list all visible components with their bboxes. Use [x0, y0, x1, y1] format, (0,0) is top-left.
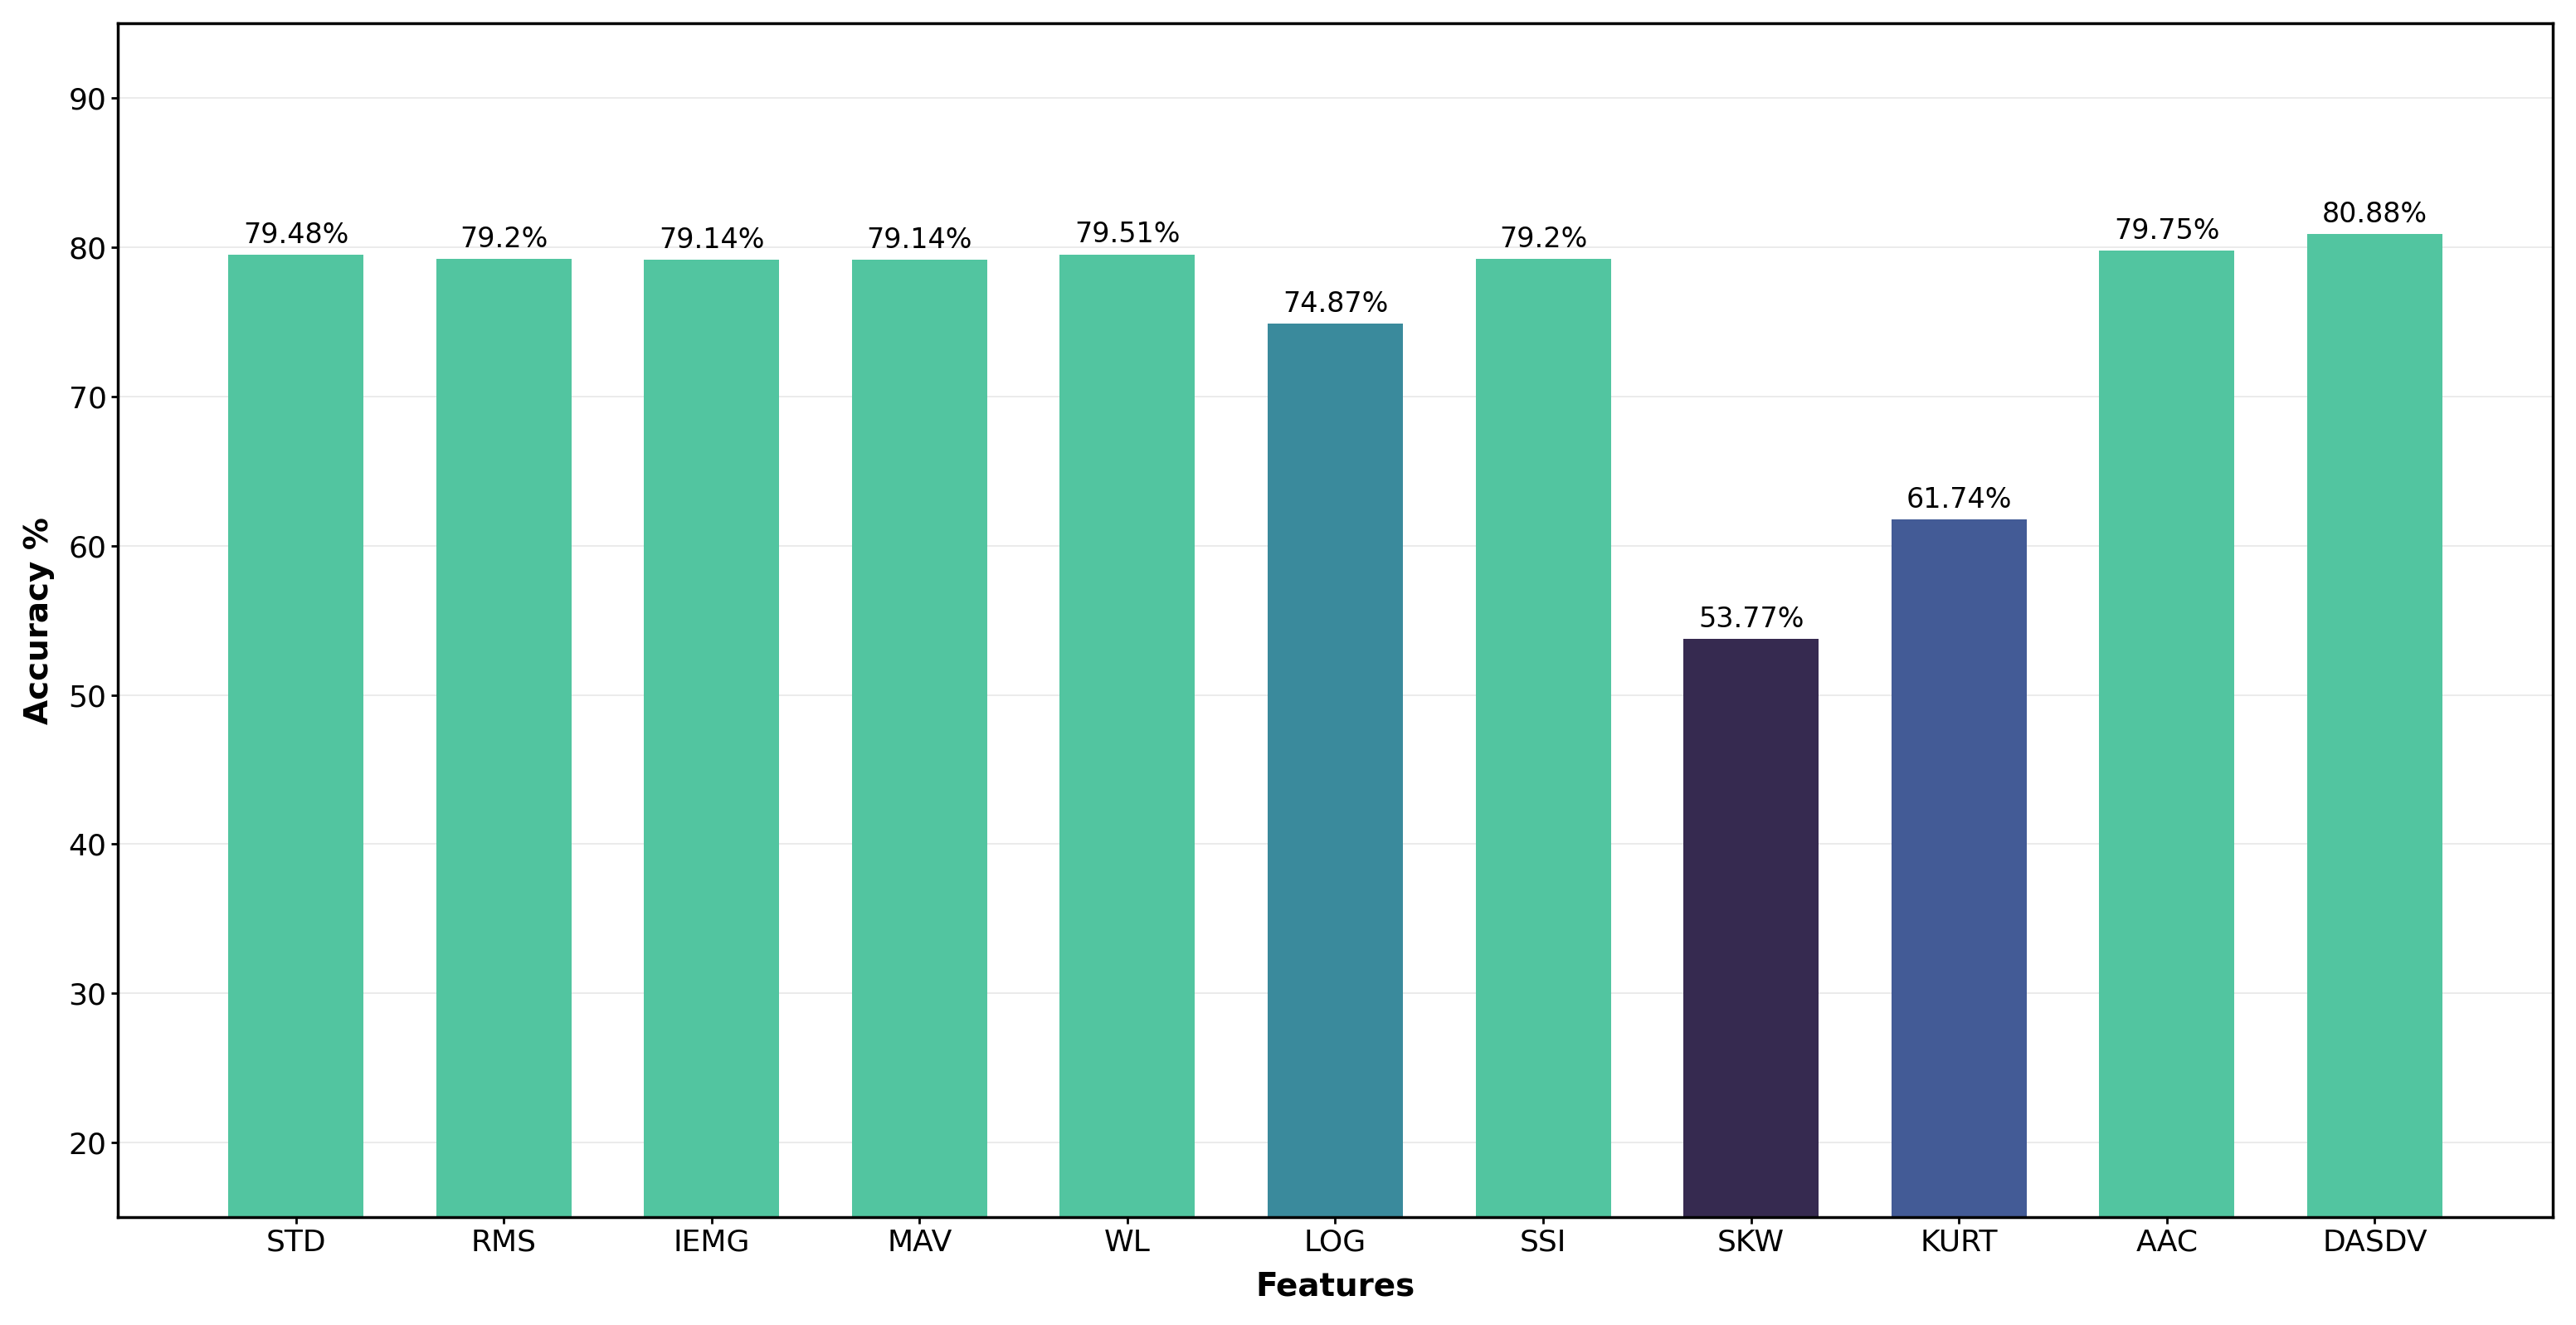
Bar — [2308, 233, 2442, 1325]
Y-axis label: Accuracy %: Accuracy % — [23, 517, 54, 723]
Bar — [435, 258, 572, 1325]
Text: 79.14%: 79.14% — [866, 227, 971, 254]
Bar — [229, 254, 363, 1325]
Bar — [2099, 250, 2233, 1325]
Bar — [1059, 254, 1195, 1325]
Text: 53.77%: 53.77% — [1698, 606, 1803, 632]
X-axis label: Features: Features — [1255, 1271, 1414, 1302]
Text: 80.88%: 80.88% — [2321, 200, 2427, 228]
Text: 79.14%: 79.14% — [659, 227, 765, 254]
Text: 79.2%: 79.2% — [459, 225, 549, 253]
Text: 79.48%: 79.48% — [242, 221, 348, 249]
Text: 79.2%: 79.2% — [1499, 225, 1587, 253]
Bar — [1891, 519, 2027, 1325]
Bar — [1685, 639, 1819, 1325]
Text: 79.51%: 79.51% — [1074, 221, 1180, 248]
Text: 61.74%: 61.74% — [1906, 486, 2012, 514]
Bar — [1476, 258, 1610, 1325]
Bar — [853, 260, 987, 1325]
Text: 79.75%: 79.75% — [2115, 217, 2221, 245]
Bar — [1267, 323, 1404, 1325]
Bar — [644, 260, 778, 1325]
Text: 74.87%: 74.87% — [1283, 290, 1388, 318]
